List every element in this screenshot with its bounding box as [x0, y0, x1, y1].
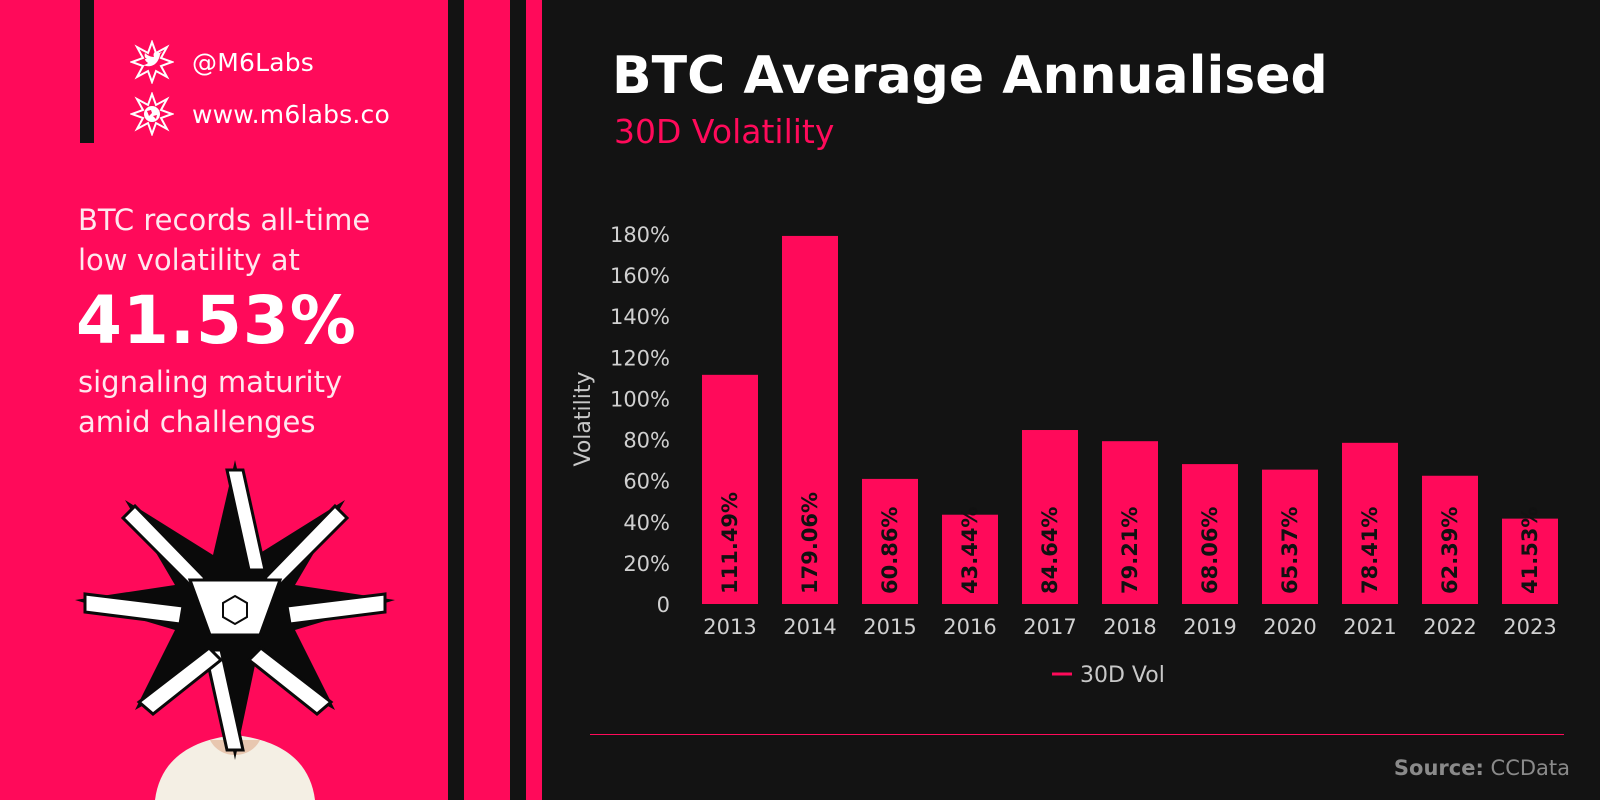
twitter-link[interactable]: @M6Labs [130, 40, 315, 84]
bar [702, 374, 758, 604]
decorative-bar [80, 0, 94, 143]
bar [1422, 475, 1478, 604]
y-tick-label: 140% [610, 305, 670, 329]
x-tick-label: 2021 [1343, 615, 1396, 639]
headline-line-1: BTC records all-time [78, 203, 371, 237]
x-tick-label: 2022 [1423, 615, 1476, 639]
twitter-handle: @M6Labs [192, 47, 315, 77]
star-knot-icon [75, 460, 395, 760]
bar-value-label: 179.06% [798, 492, 822, 594]
source-label: Source: [1393, 756, 1484, 780]
bar [1182, 464, 1238, 604]
bar [782, 235, 838, 604]
x-tick-label: 2018 [1103, 615, 1156, 639]
x-tick-label: 2015 [863, 615, 916, 639]
headline-line-3: signaling maturity [78, 365, 343, 399]
bar-value-label: 111.49% [718, 492, 742, 594]
divider-stripe [526, 0, 542, 800]
x-tick-label: 2019 [1183, 615, 1236, 639]
source-value: CCData [1490, 756, 1570, 780]
mascot-illustration [75, 460, 395, 800]
bar-value-label: 60.86% [878, 507, 902, 594]
divider-stripe [464, 0, 510, 800]
legend-label: 30D Vol [1080, 663, 1165, 688]
chart-title: BTC Average Annualised [612, 46, 1328, 106]
bar [1022, 430, 1078, 604]
bar-value-label: 43.44% [958, 507, 982, 594]
x-tick-label: 2014 [783, 615, 836, 639]
bar-value-label: 41.53% [1518, 507, 1542, 594]
divider-stripe [510, 0, 526, 800]
bar [942, 514, 998, 604]
bar [1502, 518, 1558, 604]
y-tick-label: 0 [657, 593, 670, 617]
bar [1342, 442, 1398, 604]
bar-value-label: 68.06% [1198, 507, 1222, 594]
twitter-icon [130, 40, 174, 84]
y-tick-label: 180% [610, 223, 670, 247]
bar-value-label: 78.41% [1358, 507, 1382, 594]
y-tick-label: 120% [610, 346, 670, 370]
x-tick-label: 2023 [1503, 615, 1556, 639]
y-tick-label: 160% [610, 264, 670, 288]
bar-value-label: 65.37% [1278, 507, 1302, 594]
bar-value-label: 79.21% [1118, 507, 1142, 594]
y-tick-label: 60% [623, 470, 670, 494]
x-tick-label: 2013 [703, 615, 756, 639]
y-tick-label: 20% [623, 552, 670, 576]
globe-icon [130, 92, 174, 136]
headline-line-2: low volatility at [78, 243, 300, 277]
source-credit: Source: CCData [1394, 756, 1570, 780]
footer-divider [590, 734, 1564, 735]
bar [1102, 441, 1158, 604]
website-url: www.m6labs.co [192, 99, 390, 129]
y-axis-label: Volatility [571, 371, 596, 466]
bar [1262, 469, 1318, 604]
chart-subtitle: 30D Volatility [614, 112, 835, 151]
website-link[interactable]: www.m6labs.co [130, 92, 390, 136]
left-panel: @M6Labs www.m6labs.co BTC records all-ti… [0, 0, 448, 800]
bar-value-label: 62.39% [1438, 507, 1462, 594]
x-tick-label: 2020 [1263, 615, 1316, 639]
headline-line-4: amid challenges [78, 405, 316, 439]
x-tick-label: 2017 [1023, 615, 1076, 639]
x-tick-label: 2016 [943, 615, 996, 639]
y-tick-label: 80% [623, 429, 670, 453]
y-tick-label: 100% [610, 387, 670, 411]
bar-value-label: 84.64% [1038, 507, 1062, 594]
divider-stripe [448, 0, 464, 800]
bar [862, 478, 918, 604]
y-tick-label: 40% [623, 511, 670, 535]
headline-stat: 41.53% [76, 282, 357, 359]
